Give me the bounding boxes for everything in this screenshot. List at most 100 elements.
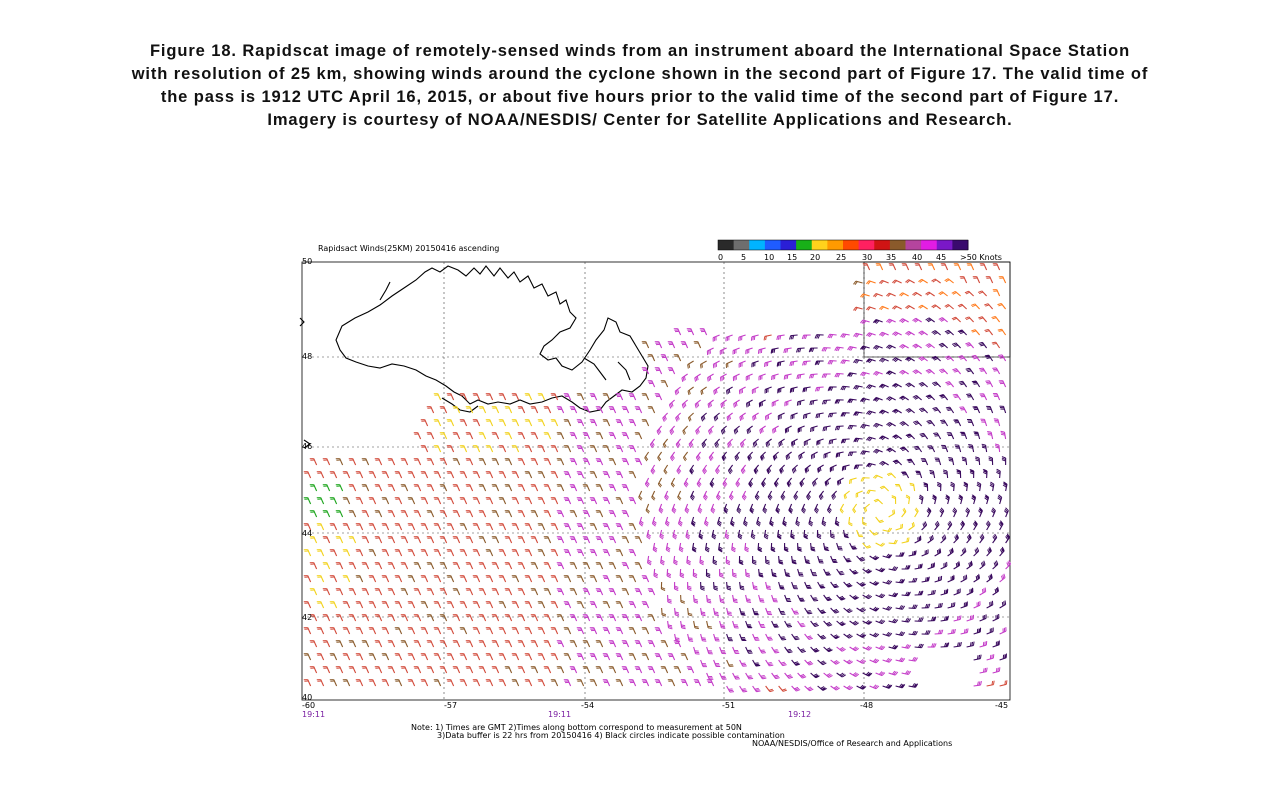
wind-barb <box>960 547 967 557</box>
wind-barb <box>735 477 741 488</box>
wind-barb <box>576 601 585 609</box>
wind-barb <box>342 679 351 687</box>
wind-barb <box>498 419 507 427</box>
wind-barb <box>873 422 883 428</box>
wind-barb <box>802 412 811 419</box>
wind-barb <box>856 529 864 538</box>
wind-barb <box>745 646 753 654</box>
wind-barb <box>804 464 811 475</box>
wind-barbs <box>303 263 1012 693</box>
wind-barb <box>925 317 935 323</box>
wind-barb <box>853 358 863 364</box>
wind-barb <box>939 507 945 518</box>
wind-barb <box>335 588 344 596</box>
wind-barb <box>814 360 824 366</box>
wind-barb <box>879 331 889 337</box>
wind-barb <box>608 536 617 544</box>
wind-barb <box>999 652 1007 661</box>
wind-barb <box>400 614 409 622</box>
wind-barb <box>355 601 364 609</box>
wind-barb <box>952 368 962 375</box>
wind-barb <box>826 503 832 514</box>
wind-barb <box>478 406 487 414</box>
wind-barb <box>847 424 857 430</box>
wind-barb <box>387 510 396 518</box>
wind-barb <box>400 562 409 570</box>
wind-barb <box>485 679 494 687</box>
wind-barb <box>644 477 650 488</box>
wind-barb <box>394 497 403 505</box>
wind-barb <box>651 516 657 527</box>
wind-barb <box>992 367 1001 375</box>
wind-barb <box>348 536 357 544</box>
wind-barb <box>582 562 591 570</box>
wind-barb <box>394 627 403 635</box>
wind-barb <box>673 328 682 336</box>
wind-barb <box>901 617 911 623</box>
wind-barb <box>634 614 643 622</box>
wind-barb <box>550 497 559 505</box>
wind-barb <box>958 380 968 388</box>
wind-barb <box>657 451 663 462</box>
wind-barb <box>498 497 507 505</box>
wind-barb <box>615 653 624 661</box>
wind-barb <box>830 633 841 640</box>
wind-barb <box>576 419 585 427</box>
wind-barb <box>694 373 701 382</box>
wind-barb <box>802 386 811 394</box>
wind-barb <box>922 482 929 492</box>
wind-barb <box>984 494 990 505</box>
wind-barb <box>342 627 351 635</box>
colorbar-outline <box>717 239 969 251</box>
wind-barb <box>628 497 637 505</box>
wind-barb <box>762 503 768 514</box>
wind-barb <box>823 451 831 459</box>
wind-barb <box>595 432 604 440</box>
wind-barb <box>682 425 689 435</box>
wind-barb <box>971 406 981 414</box>
wind-barb <box>569 562 578 570</box>
wind-barb <box>556 614 565 622</box>
wind-barb <box>731 542 736 553</box>
wind-barb <box>856 684 867 690</box>
wind-barb <box>933 432 942 440</box>
wind-barb <box>912 369 922 375</box>
wind-barb <box>978 367 988 375</box>
wind-barb <box>827 386 837 392</box>
wind-barb <box>771 620 780 628</box>
wind-barb <box>968 443 975 453</box>
wind-barb <box>660 354 669 362</box>
wind-barb <box>433 445 442 453</box>
map-frame <box>301 261 1011 701</box>
wind-barb <box>595 510 604 518</box>
wind-barb <box>524 549 533 557</box>
wind-barb <box>798 451 805 460</box>
wind-barb <box>891 495 897 505</box>
wind-barb <box>849 594 860 600</box>
wind-barb <box>698 529 704 540</box>
wind-barb <box>563 523 572 531</box>
wind-barb <box>700 360 707 369</box>
wind-barb <box>303 679 312 687</box>
wind-barb <box>556 406 565 414</box>
wind-barb <box>691 542 697 553</box>
wind-barb <box>595 640 604 648</box>
wind-barb <box>878 383 889 389</box>
wind-barb <box>478 614 487 622</box>
wind-barb <box>898 395 909 401</box>
wind-barb <box>569 666 578 674</box>
wind-barb <box>927 643 937 648</box>
wind-barb <box>719 568 724 578</box>
wind-barb <box>849 477 857 484</box>
wind-barb <box>961 456 968 466</box>
wind-barb <box>381 471 390 479</box>
wind-barb <box>452 640 461 648</box>
wind-barb <box>999 600 1007 609</box>
wind-barb <box>987 431 994 440</box>
wind-barb <box>758 568 765 578</box>
wind-barb <box>704 542 710 553</box>
wind-barb <box>979 587 987 596</box>
wind-barb <box>853 464 863 470</box>
lat-label-48: 48 <box>302 352 312 361</box>
wind-barb <box>862 568 873 574</box>
